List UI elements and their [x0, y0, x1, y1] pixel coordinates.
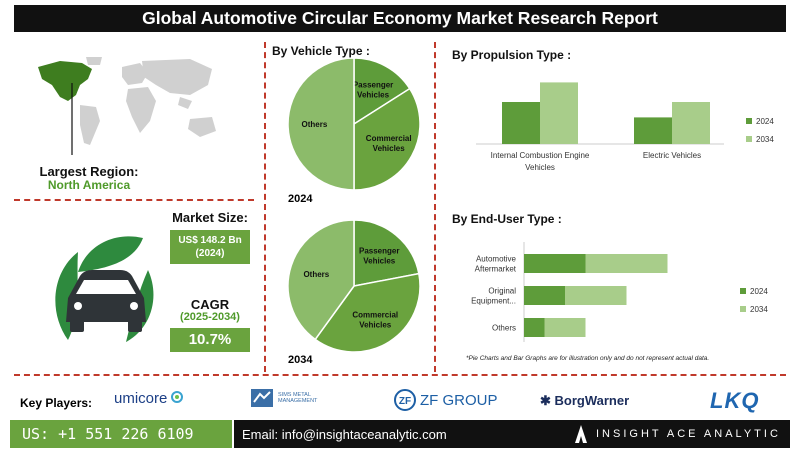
car-light-right-icon	[130, 302, 138, 310]
logo-borgwarner-text: BorgWarner	[554, 393, 630, 408]
propulsion-bar-1-0	[634, 117, 672, 144]
region-value: North America	[47, 178, 131, 192]
end-user-bar-0-0	[524, 254, 586, 273]
title-text: Global Automotive Circular Economy Marke…	[142, 8, 658, 28]
footer-bar: Email: info@insightaceanalytic.com INSIG…	[234, 420, 790, 448]
market-size-year: (2024)	[195, 248, 225, 259]
end-user-legend-1: 2034	[750, 305, 768, 314]
propulsion-bar-0-1	[540, 82, 578, 144]
divider-right	[434, 42, 436, 372]
map-asia	[142, 59, 212, 95]
map-southeast-asia	[178, 97, 192, 109]
end-user-bar-0-1	[585, 254, 668, 273]
logo-sims-text: SIMS METAL MANAGEMENT	[278, 391, 318, 405]
pie-chart-2034: Passenger Vehicles Commercial Vehicles Other…	[287, 219, 421, 353]
footer-email[interactable]: Email: info@insightaceanalytic.com	[242, 426, 447, 442]
pie-2034-label-2: Others	[303, 270, 329, 279]
car-wheel-right-icon	[128, 320, 142, 332]
footer-brand: INSIGHT ACE ANALYTIC	[596, 428, 781, 440]
map-africa	[126, 87, 156, 133]
pie-2024-slice-0	[353, 57, 411, 126]
propulsion-category-1: Electric Vehicles	[643, 151, 701, 160]
propulsion-bar-0-0	[502, 102, 540, 144]
end-user-category-0: Automotive Aftermarket	[475, 255, 517, 274]
pie-2024-label-1: Commercial Vehicles	[366, 134, 412, 153]
market-size-value: US$ 148.2 Bn	[178, 235, 242, 246]
pie-2034-label-1: Commercial Vehicles	[352, 310, 398, 329]
pie-2024-year: 2024	[288, 193, 313, 205]
borgwarner-star-icon: ✱	[540, 393, 551, 408]
market-size-label: Market Size:	[172, 210, 248, 225]
footer-phone-text: US: +1 551 226 6109	[22, 425, 194, 443]
propulsion-legend-0: 2024	[756, 117, 774, 126]
pie-2034-slice-2	[287, 219, 355, 341]
map-north-america	[38, 61, 92, 101]
pie-2024-slice-2	[287, 57, 355, 191]
market-size-box: US$ 148.2 Bn (2024)	[170, 230, 250, 264]
logo-lkq: LKQ	[710, 388, 760, 413]
propulsion-bar-1-1	[672, 102, 710, 144]
propulsion-title: By Propulsion Type :	[452, 48, 572, 62]
region-label: Largest Region:	[39, 164, 139, 179]
cagr-label: CAGR	[190, 297, 230, 312]
end-user-legend-0: 2024	[750, 287, 768, 296]
propulsion-category-0: Internal Combustion Engine Vehicles	[491, 151, 590, 172]
divider-region	[14, 199, 254, 201]
pie-2024-slice-1	[353, 87, 421, 191]
key-players-label: Key Players:	[20, 396, 93, 410]
pie-2034-slice-0	[353, 219, 420, 287]
propulsion-legend-swatch-0	[746, 118, 752, 124]
world-map	[38, 57, 216, 155]
umicore-swirl-icon	[170, 391, 183, 403]
pie-chart-2024: Passenger Vehicles Commercial Vehicles Other…	[287, 57, 421, 191]
divider-bottom	[14, 374, 786, 376]
end-user-legend-swatch-0	[740, 288, 746, 294]
sims-emblem-icon	[251, 389, 273, 407]
logo-umicore: umicore	[114, 390, 184, 407]
page-title: Global Automotive Circular Economy Marke…	[14, 5, 786, 32]
car-window-icon	[76, 280, 136, 294]
car-body-icon	[66, 270, 146, 322]
divider-left	[264, 42, 266, 372]
end-user-bar-1-0	[524, 286, 565, 305]
cagr-period: (2025-2034)	[180, 311, 240, 323]
pie-2034-slice-1	[314, 272, 421, 353]
pie-2034-label-0: Passenger Vehicles	[359, 246, 399, 265]
end-user-category-2: Others	[492, 324, 516, 333]
propulsion-legend-swatch-1	[746, 136, 752, 142]
insightace-logo-icon	[575, 425, 587, 443]
pie-2034-year: 2034	[288, 354, 313, 366]
svg-text:ZF: ZF	[399, 396, 411, 407]
logo-zf-text: ZF GROUP	[420, 391, 498, 409]
illustration-note: *Pie Charts and Bar Graphs are for illus…	[466, 355, 710, 362]
leaf-top-icon	[78, 236, 143, 272]
car-light-left-icon	[74, 302, 82, 310]
map-europe	[122, 63, 148, 85]
end-user-category-1: Original Equipment...	[471, 287, 516, 306]
logo-borgwarner: ✱ BorgWarner	[540, 393, 629, 409]
map-south-america	[80, 105, 100, 145]
end-user-title: By End-User Type :	[452, 212, 562, 226]
logo-umicore-text: umicore	[114, 390, 168, 407]
vehicle-type-title: By Vehicle Type :	[272, 44, 370, 58]
logo-sims: SIMS METAL MANAGEMENT	[250, 388, 326, 408]
end-user-bar-2-1	[544, 318, 586, 337]
end-user-bar-chart: Automotive Aftermarket Original Equipment..…	[471, 242, 768, 342]
propulsion-bar-chart: Internal Combustion Engine Vehicles Electr…	[476, 82, 774, 172]
propulsion-legend-1: 2034	[756, 135, 774, 144]
car-wheel-left-icon	[70, 320, 84, 332]
end-user-bar-2-0	[524, 318, 545, 337]
zf-emblem-icon: ZF	[394, 389, 416, 411]
map-greenland	[86, 57, 102, 65]
end-user-bar-1-1	[565, 286, 627, 305]
pie-2024-label-2: Others	[302, 120, 328, 129]
footer-phone[interactable]: US: +1 551 226 6109	[10, 420, 232, 448]
map-australia	[188, 117, 216, 137]
logo-zf: ZF ZF GROUP	[394, 389, 498, 411]
eco-car-icon	[55, 236, 154, 342]
end-user-legend-swatch-1	[740, 306, 746, 312]
pie-2024-label-0: Passenger Vehicles	[353, 80, 393, 99]
cagr-value: 10.7%	[170, 328, 250, 352]
